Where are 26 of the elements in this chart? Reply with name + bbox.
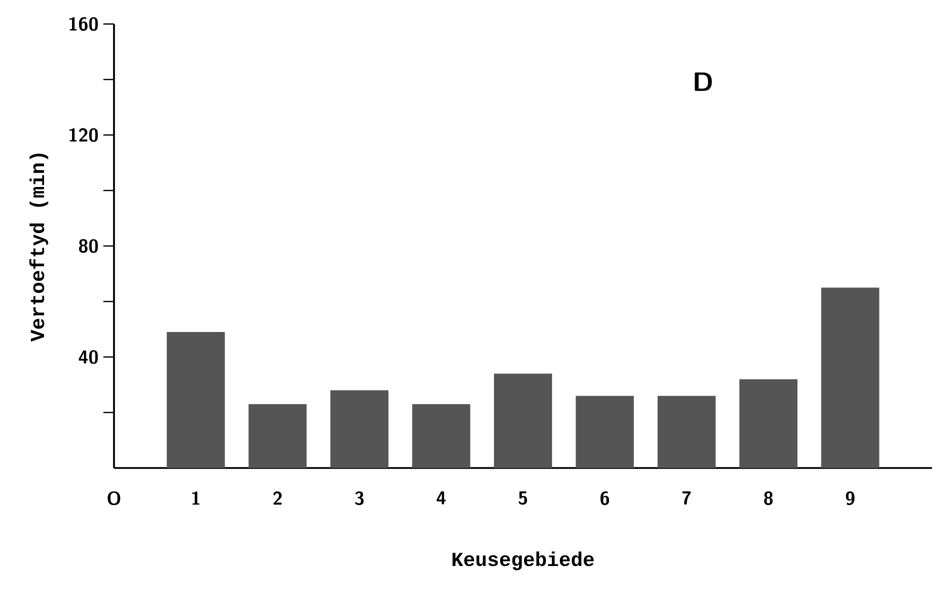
- bar: [248, 404, 307, 468]
- annotation: D: [694, 72, 712, 91]
- bar: [166, 332, 225, 468]
- x-tick-label: 3: [355, 491, 364, 506]
- x-tick-label: 6: [600, 491, 610, 506]
- x-tick-label: 4: [436, 491, 446, 504]
- x-tick-label: 1: [192, 491, 200, 505]
- y-tick-label: 120: [69, 128, 98, 142]
- x-tick-label: 2: [273, 491, 282, 505]
- y-tick-label: 40: [78, 350, 98, 364]
- bar: [739, 379, 798, 468]
- x-tick-label: 7: [682, 491, 691, 504]
- x-tick-label: O: [108, 491, 120, 506]
- x-tick-label: 9: [846, 491, 854, 506]
- x-tick-label: 8: [764, 491, 773, 506]
- y-axis-title: Vertoeftyd (min): [29, 154, 48, 342]
- y-tick-label: 160: [69, 17, 98, 31]
- bar: [494, 374, 552, 468]
- bar: [412, 404, 470, 468]
- x-axis-title: Keusegebiede: [452, 552, 594, 570]
- x-tick-label: 5: [518, 491, 528, 505]
- bar: [821, 288, 880, 468]
- bar: [658, 396, 716, 468]
- bar: [330, 390, 388, 468]
- bar: [576, 396, 634, 468]
- y-tick-label: 80: [79, 239, 98, 253]
